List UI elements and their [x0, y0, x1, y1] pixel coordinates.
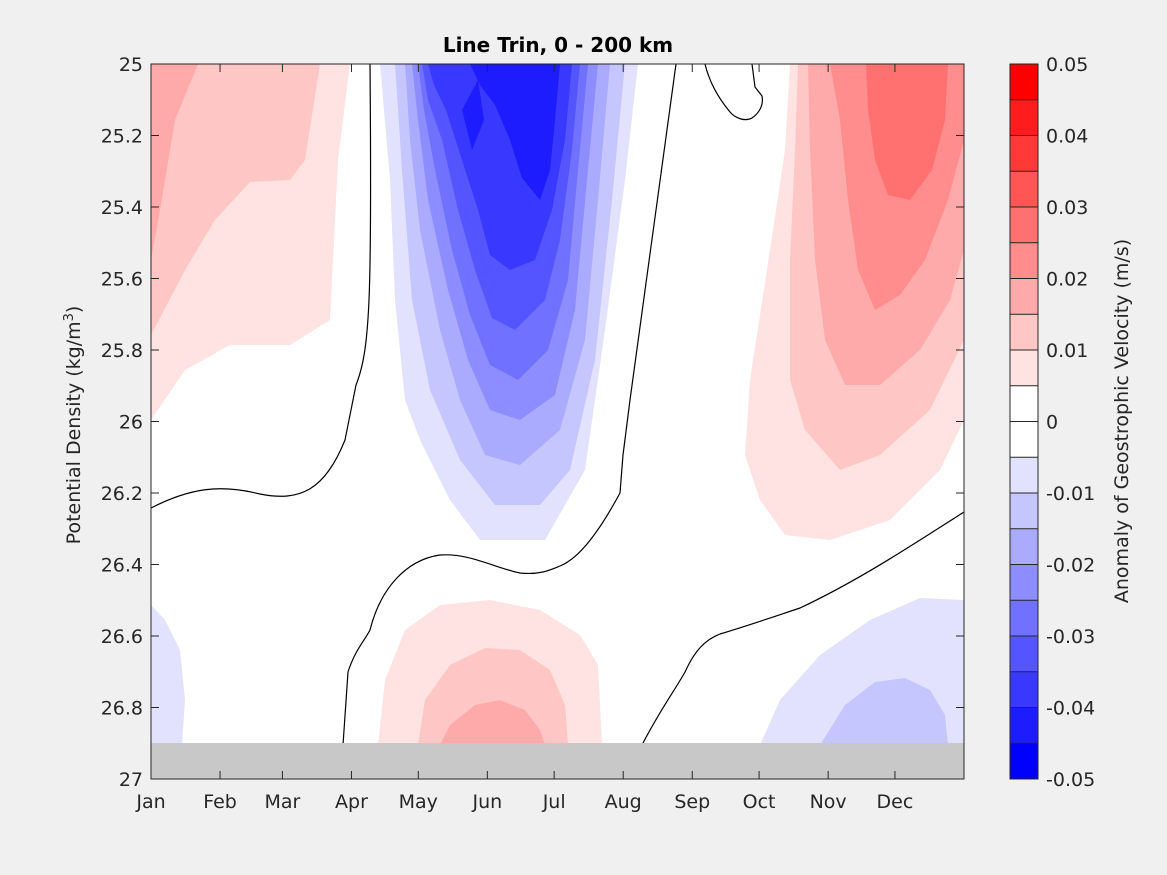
colorbar-swatch — [1010, 278, 1038, 315]
colorbar-tick-label: -0.05 — [1046, 769, 1095, 791]
colorbar-swatch — [1010, 743, 1038, 780]
y-tick-label: 26.6 — [101, 626, 143, 648]
zero-contour-oct-loop — [704, 64, 763, 121]
colorbar-tick-label: 0.04 — [1046, 126, 1088, 148]
contour-field — [151, 64, 964, 745]
contour-fills — [151, 64, 964, 746]
colorbar-swatch — [1010, 493, 1038, 530]
contour-deep-positive-l3 — [440, 700, 545, 745]
colorbar-tick-label: -0.01 — [1046, 483, 1095, 505]
contour-early-negative-l1 — [151, 605, 185, 745]
colorbar-swatch — [1010, 564, 1038, 601]
colorbar-swatch — [1010, 600, 1038, 637]
y-tick-label: 27 — [119, 769, 143, 791]
x-tick-label: Jul — [542, 791, 566, 813]
y-tick-label: 26.8 — [101, 698, 143, 720]
zero-contour-left — [151, 64, 372, 509]
y-axis-label: Potential Density (kg/m3) — [62, 306, 86, 545]
contour-late-negative-l2 — [820, 678, 948, 745]
no-data-band — [151, 743, 964, 779]
x-tick-label: Nov — [810, 791, 847, 813]
y-axis-label-sup: 3 — [62, 313, 77, 321]
x-tick-label: Mar — [264, 791, 300, 813]
contour-late-positive-l5 — [866, 64, 948, 200]
colorbar-swatch — [1010, 64, 1038, 101]
y-axis-label-main: Potential Density (kg/m — [63, 321, 85, 544]
y-tick-label: 25.4 — [101, 197, 143, 219]
x-axis: Jan Feb Mar Apr May Jun Jul Aug Sep Oct Nov Dec — [135, 64, 913, 813]
y-axis-label-tail: ) — [63, 306, 85, 313]
y-tick-label: 25.6 — [101, 269, 143, 291]
x-tick-label: Dec — [877, 791, 914, 813]
colorbar-tick-label: 0.02 — [1046, 269, 1088, 291]
colorbar-swatch — [1010, 242, 1038, 279]
colorbar-swatch — [1010, 171, 1038, 208]
colorbar-tick-label: -0.04 — [1046, 698, 1095, 720]
colorbar-swatch — [1010, 135, 1038, 172]
colorbar-swatch — [1010, 528, 1038, 565]
colorbar-swatch — [1010, 350, 1038, 387]
colorbar-swatch — [1010, 99, 1038, 136]
contour-early-positive-l2 — [151, 64, 320, 335]
y-tick-label: 26.4 — [101, 555, 143, 577]
x-tick-label: Oct — [743, 791, 776, 813]
colorbar-swatch — [1010, 421, 1038, 458]
x-tick-label: Jan — [135, 791, 165, 813]
chart-title: Line Trin, 0 - 200 km — [443, 33, 673, 57]
colorbar-tick-label: -0.03 — [1046, 626, 1095, 648]
y-tick-label: 26.2 — [101, 483, 143, 505]
x-tick-label: Aug — [605, 791, 642, 813]
zero-contour-right — [641, 511, 964, 746]
zero-contour-center — [342, 64, 677, 746]
y-tick-label: 25.8 — [101, 340, 143, 362]
colorbar-swatch — [1010, 207, 1038, 244]
colorbar-tick-label: 0.03 — [1046, 197, 1088, 219]
x-tick-label: Feb — [203, 791, 237, 813]
colorbar-tick-label: 0.05 — [1046, 54, 1088, 76]
colorbar: 0.05 0.04 0.03 0.02 0.01 0 -0.01 -0.02 -0.03 -0.0… — [1009, 54, 1095, 791]
y-tick-label: 25 — [119, 54, 143, 76]
zero-contours — [151, 64, 964, 746]
colorbar-tick-label: -0.02 — [1046, 555, 1095, 577]
plot-area — [150, 63, 965, 780]
y-tick-label: 26 — [119, 412, 143, 434]
colorbar-swatch — [1010, 636, 1038, 673]
x-tick-label: Jun — [471, 791, 502, 813]
colorbar-tick-label: 0 — [1046, 412, 1058, 434]
y-axis: 25 25.2 25.4 25.6 25.8 26 26.2 26.4 26.6 26.8 27 — [101, 54, 964, 791]
contour-spring-negative-core — [462, 64, 560, 200]
colorbar-swatch — [1010, 457, 1038, 494]
colorbar-frame — [1009, 63, 1039, 780]
colorbar-swatch — [1010, 385, 1038, 422]
colorbar-swatch — [1010, 671, 1038, 708]
x-tick-label: May — [399, 791, 438, 813]
colorbar-tick-label: 0.01 — [1046, 340, 1088, 362]
colorbar-swatch — [1010, 707, 1038, 744]
contour-early-positive-l3 — [151, 64, 198, 260]
colorbar-label: Anomaly of Geostrophic Velocity (m/s) — [1111, 239, 1133, 603]
x-tick-label: Apr — [335, 791, 368, 813]
y-tick-label: 25.2 — [101, 126, 143, 148]
colorbar-swatch — [1010, 314, 1038, 351]
x-tick-label: Sep — [674, 791, 710, 813]
